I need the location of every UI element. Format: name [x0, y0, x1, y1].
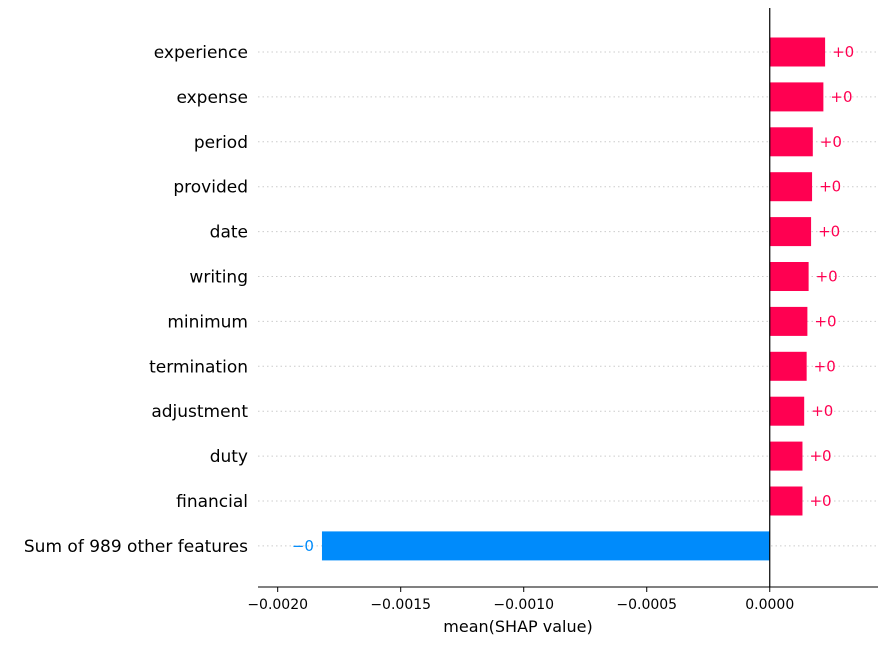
feature-label: expense — [176, 88, 248, 108]
value-label: −0 — [292, 537, 314, 555]
feature-label: provided — [173, 178, 248, 198]
bar — [769, 172, 813, 202]
value-label: +0 — [818, 223, 840, 241]
feature-label: minimum — [167, 312, 248, 332]
value-label: +0 — [814, 312, 836, 330]
x-axis-ticks: −0.0020 −0.0015 −0.0010 −0.0005 0.0000 — [247, 587, 794, 613]
bar — [769, 396, 805, 426]
feature-label: writing — [189, 268, 248, 288]
bar — [769, 82, 824, 112]
x-tick-label: −0.0015 — [370, 597, 431, 613]
bar — [769, 441, 803, 471]
x-axis-title: mean(SHAP value) — [443, 617, 592, 636]
value-label: +0 — [819, 178, 841, 196]
bar — [769, 262, 809, 291]
bar — [321, 531, 770, 561]
feature-label: adjustment — [151, 402, 248, 422]
feature-label: experience — [154, 43, 248, 63]
feature-label: date — [210, 223, 248, 243]
value-label: +0 — [816, 268, 838, 286]
feature-label: duty — [210, 447, 248, 467]
feature-label: financial — [176, 492, 248, 512]
bar — [769, 37, 826, 67]
value-label: +0 — [814, 357, 836, 375]
feature-label: Sum of 989 other features — [24, 537, 248, 557]
bar — [769, 486, 803, 516]
value-label: +0 — [809, 492, 831, 510]
bars — [321, 37, 826, 561]
feature-labels: experience expense period provided date writi… — [24, 43, 248, 557]
bar — [769, 306, 808, 336]
value-labels: +0 +0 +0 +0 +0 +0 +0 +0 +0 +0 +0 −0 — [292, 43, 854, 555]
x-tick-label: 0.0000 — [745, 597, 794, 613]
grid-lines — [258, 51, 878, 547]
feature-label: period — [194, 133, 248, 153]
feature-label: termination — [149, 357, 248, 377]
value-label: +0 — [832, 43, 854, 61]
bar — [769, 351, 807, 381]
x-tick-label: −0.0005 — [616, 597, 677, 613]
x-tick-label: −0.0020 — [247, 597, 308, 613]
value-label: +0 — [809, 447, 831, 465]
x-tick-label: −0.0010 — [493, 597, 554, 613]
value-label: +0 — [820, 133, 842, 151]
bar — [769, 127, 813, 157]
value-label: +0 — [830, 88, 852, 106]
bar — [769, 217, 812, 247]
value-label: +0 — [811, 402, 833, 420]
